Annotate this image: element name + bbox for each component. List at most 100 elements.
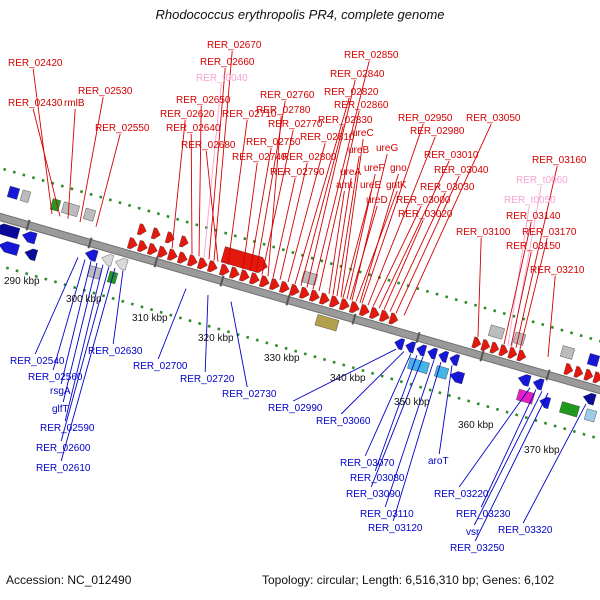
gene-arrow xyxy=(427,347,438,360)
gene-label-reverse: RER_03080 xyxy=(350,473,405,484)
position-label: 350 kbp xyxy=(394,397,430,408)
leader-line-forward xyxy=(361,123,424,304)
gene-arrow xyxy=(207,260,218,273)
gene-label-forward: RER_03150 xyxy=(506,241,561,252)
leader-line-forward xyxy=(515,165,558,348)
gene-block xyxy=(487,324,505,340)
position-tick xyxy=(545,369,551,381)
leader-line-forward xyxy=(261,129,294,275)
gene-label-reverse: vsr xyxy=(466,527,480,538)
leader-line-forward xyxy=(208,67,226,260)
gene-label-reverse: RER_03070 xyxy=(340,458,395,469)
leader-line-forward xyxy=(227,119,248,265)
gene-arrow xyxy=(137,240,148,252)
gene-label-reverse: rsgA xyxy=(50,386,71,397)
gene-arrow xyxy=(157,245,168,258)
gene-label-forward: RER_03040 xyxy=(434,165,489,176)
leader-line-forward xyxy=(383,219,424,310)
gene-arrow xyxy=(416,344,427,357)
gene-block xyxy=(583,408,598,423)
gene-label-forward: RER_02820 xyxy=(324,87,379,98)
gene-arrow xyxy=(167,248,178,261)
leader-line-forward xyxy=(340,138,364,298)
position-tick xyxy=(415,331,421,344)
gene-arrow xyxy=(339,298,350,311)
leader-line-forward xyxy=(389,192,446,312)
gene-arrow xyxy=(349,301,360,314)
leader-line-forward xyxy=(300,125,344,286)
gene-label-reverse: RER_02720 xyxy=(180,374,235,385)
gene-label-forward: ureA xyxy=(340,167,361,178)
leader-line-forward xyxy=(171,119,186,249)
leader-line-forward xyxy=(306,79,356,288)
gene-arrow xyxy=(24,248,38,262)
gene-label-reverse: RER_03060 xyxy=(316,416,371,427)
gene-label-reverse: RER_02590 xyxy=(40,423,95,434)
gene-block xyxy=(314,314,340,332)
gene-label-forward: ureD xyxy=(366,195,388,206)
gene-label-forward: RER_t0060 xyxy=(516,175,568,186)
gene-label-reverse: RER_02990 xyxy=(268,403,323,414)
leader-line-forward xyxy=(203,83,222,258)
gene-label-forward: RER_02790 xyxy=(270,167,325,178)
gene-label-reverse: glfT xyxy=(52,404,69,415)
leader-line-forward xyxy=(349,205,378,301)
leader-line-reverse xyxy=(458,387,531,488)
leader-line-reverse xyxy=(384,359,435,508)
leader-line-reverse xyxy=(438,365,453,455)
leader-line-forward xyxy=(342,190,372,299)
leader-line-reverse xyxy=(473,391,543,526)
leader-line-forward xyxy=(519,237,548,350)
gene-arrow xyxy=(563,363,574,375)
gene-label-reverse: RER_02560 xyxy=(28,372,83,383)
gene-arrow xyxy=(573,365,584,378)
gene-arrow xyxy=(369,306,380,319)
gene-label-forward: ureF xyxy=(364,163,385,174)
leader-line-forward xyxy=(318,110,360,292)
gene-arrow xyxy=(329,295,340,308)
figure-title: Rhodococcus erythropolis PR4, complete g… xyxy=(155,7,445,22)
gene-label-forward: ureG xyxy=(376,143,398,154)
leader-line-forward xyxy=(242,162,258,270)
gene-arrow xyxy=(239,269,250,282)
position-label: 290 kbp xyxy=(4,276,40,287)
gene-block xyxy=(559,401,580,418)
genome-axis xyxy=(0,197,600,405)
gene-label-forward: gno xyxy=(390,163,407,174)
position-tick xyxy=(351,313,357,325)
gc-dot-lane-lower xyxy=(0,244,600,448)
gene-arrow xyxy=(489,341,500,354)
position-label: 300 kbp xyxy=(66,294,102,305)
leader-line-forward xyxy=(249,147,272,272)
gene-label-reverse: RER_03230 xyxy=(456,509,511,520)
leader-line-reverse xyxy=(62,262,98,403)
gene-label-forward: RER_02760 xyxy=(260,90,315,101)
leader-line-reverse xyxy=(60,261,92,385)
gene-arrow xyxy=(471,336,482,349)
gene-label-forward: RER_02980 xyxy=(410,126,465,137)
gene-label-forward: RER_02810 xyxy=(300,132,355,143)
gene-label-forward: RER_02840 xyxy=(330,69,385,80)
gene-block xyxy=(61,201,80,217)
gene-arrow xyxy=(405,341,416,354)
gene-label-forward: ureC xyxy=(352,128,374,139)
leader-line-forward xyxy=(507,205,530,346)
leader-line-reverse xyxy=(522,403,587,524)
position-tick xyxy=(219,275,225,287)
leader-line-forward xyxy=(503,221,532,345)
gene-label-forward: RER_03020 xyxy=(398,209,453,220)
gene-arrow xyxy=(319,292,330,305)
leader-line-forward xyxy=(336,155,360,297)
leader-line-reverse xyxy=(340,351,405,415)
leader-line-reverse xyxy=(204,294,209,373)
leader-line-reverse xyxy=(230,301,248,388)
leader-line-reverse xyxy=(157,288,187,360)
gene-label-reverse: RER_03220 xyxy=(434,489,489,500)
leader-line-reverse xyxy=(480,389,537,508)
genome-axis-edge xyxy=(0,203,600,406)
gene-label-forward: RER_02670 xyxy=(207,40,262,51)
gene-label-forward: RER_02950 xyxy=(398,113,453,124)
gene-block xyxy=(559,345,576,360)
leader-line-forward xyxy=(279,162,308,280)
leader-line-forward xyxy=(32,68,53,215)
